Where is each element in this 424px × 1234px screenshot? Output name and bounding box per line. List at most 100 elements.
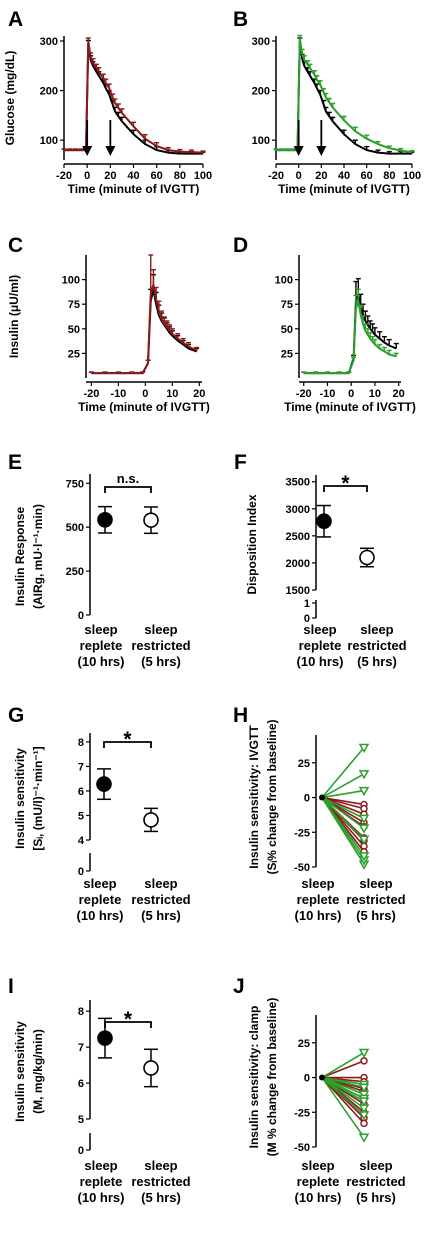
y-tick-label: -25: [294, 1107, 310, 1119]
y-tick-label: 5: [78, 810, 84, 822]
subject-point-green: [358, 835, 370, 845]
y-tick-label: 25: [281, 348, 293, 360]
subject-line-green: [321, 1076, 365, 1116]
y-tick-label: 750: [66, 478, 84, 490]
x-tick-label: -20: [83, 388, 99, 400]
y-axis-label: Insulin sensitivity: IVGTT: [247, 725, 261, 869]
x-tick-label: -20: [56, 170, 72, 182]
subject-line-green: [321, 796, 365, 829]
subject-line-green: [321, 796, 365, 840]
chart-panel-i: I 0 5 6 7 8 Insulin sensitivity (M, mg/kg/min) *…: [8, 975, 191, 1205]
y-axis-label: (M % change from baseline): [265, 998, 279, 1157]
series-black: [301, 277, 399, 375]
category-label-restricted: restricted: [131, 892, 190, 907]
subject-line-green: [321, 773, 365, 799]
y-tick-label: 75: [68, 299, 80, 311]
panel-letter: C: [8, 234, 23, 257]
series-line: [303, 300, 397, 375]
category-label-replete: sleep: [301, 876, 334, 891]
y-axis-label: Insulin sensitivity: [13, 1021, 27, 1122]
subject-line-green: [321, 796, 365, 820]
y-tick-label: 100: [40, 135, 58, 147]
series-line: [91, 289, 197, 375]
subject-line-green: [321, 746, 365, 799]
category-label-replete: (10 hrs): [295, 1190, 342, 1205]
y-tick-label: 0: [304, 613, 310, 625]
panel-letter: E: [8, 451, 22, 474]
category-label-restricted: sleep: [359, 876, 392, 891]
significance-bracket: [104, 1021, 152, 1028]
category-label-replete: replete: [80, 1174, 123, 1189]
x-tick-label: 10: [369, 388, 381, 400]
x-tick-label: 40: [338, 170, 350, 182]
series-green: [301, 288, 399, 375]
y-tick-label: 100: [62, 275, 80, 287]
y-axis-label: Disposition Index: [245, 494, 259, 594]
subject-point-green: [358, 824, 370, 834]
y-tick-label: 5: [78, 1114, 84, 1126]
mean-point-replete: [96, 776, 112, 792]
baseline-point: [319, 1074, 325, 1081]
subject-line-red: [321, 1076, 365, 1124]
bolus-arrow-head: [293, 146, 304, 156]
y-axis-label: Insulin (μU/ml): [7, 275, 21, 358]
subject-point-green: [358, 1097, 370, 1107]
category-label-restricted: restricted: [131, 638, 190, 653]
x-tick-label: 80: [383, 170, 395, 182]
subject-line-green: [321, 797, 365, 857]
subject-point-green: [358, 814, 370, 824]
category-label-restricted: sleep: [144, 622, 177, 637]
y-tick-label: 500: [66, 522, 84, 534]
y-tick-label: -50: [294, 862, 310, 874]
x-tick-label: 10: [166, 388, 178, 400]
series-black: [273, 37, 415, 155]
chart-panel-g: G 0 4 5 6 7 8 Insulin sensitivity [Sᵢ, (mU/l)⁻¹·…: [8, 704, 191, 923]
x-tick-label: 60: [151, 170, 163, 182]
y-axis-label: [Sᵢ, (mU/l)⁻¹·min⁻¹]: [31, 746, 45, 850]
y-tick-label: 100: [275, 275, 293, 287]
category-label-restricted: (5 hrs): [356, 1190, 396, 1205]
y-tick-label: 2500: [286, 531, 310, 543]
subject-line-green: [321, 789, 365, 799]
y-tick-label: 6: [78, 786, 84, 798]
chart-panel-j: J -50 -25 0 25 Insulin sensitivity: clamp (M %…: [233, 975, 406, 1205]
y-axis-label: (M, mg/kg/min): [31, 1029, 45, 1114]
category-label-replete: (10 hrs): [77, 908, 124, 923]
x-tick-label: 0: [142, 388, 148, 400]
subject-line-green: [321, 1077, 365, 1138]
y-tick-label: 200: [40, 86, 58, 98]
mean-point-restricted: [143, 512, 159, 528]
panel-letter: G: [8, 704, 24, 727]
panel-letter: A: [8, 8, 23, 31]
subject-line-green: [321, 1076, 365, 1089]
x-tick-label: -10: [110, 388, 126, 400]
significance-bracket: [323, 485, 368, 492]
category-label-restricted: sleep: [359, 1158, 392, 1173]
mean-point-replete: [97, 512, 113, 528]
category-label-restricted: sleep: [144, 876, 177, 891]
y-tick-label: 3500: [286, 477, 310, 489]
x-tick-label: 100: [194, 170, 212, 182]
x-tick-label: 0: [296, 170, 302, 182]
y-tick-label: 50: [281, 324, 293, 336]
y-tick-label: 300: [252, 36, 270, 48]
x-tick-label: 20: [104, 170, 116, 182]
y-tick-label: 1: [304, 598, 310, 610]
y-tick-label: 200: [252, 86, 270, 98]
mean-point-replete: [316, 513, 332, 530]
y-axis-label: Insulin sensitivity: [13, 748, 27, 849]
chart-panel-e: E 0 250 500 750 Insulin Response (AIRg, mU·l⁻¹…: [8, 451, 191, 669]
category-label-restricted: (5 hrs): [356, 908, 396, 923]
y-tick-label: 250: [66, 566, 84, 578]
y-tick-label: 4: [78, 835, 85, 847]
category-label-replete: replete: [80, 638, 123, 653]
x-tick-label: -20: [296, 388, 312, 400]
subject-point-green: [358, 1048, 370, 1059]
category-label-replete: (10 hrs): [297, 654, 344, 669]
mean-point-restricted: [143, 1060, 159, 1076]
y-tick-label: 1500: [286, 585, 310, 597]
category-label-replete: replete: [297, 892, 340, 907]
category-label-restricted: restricted: [346, 892, 405, 907]
